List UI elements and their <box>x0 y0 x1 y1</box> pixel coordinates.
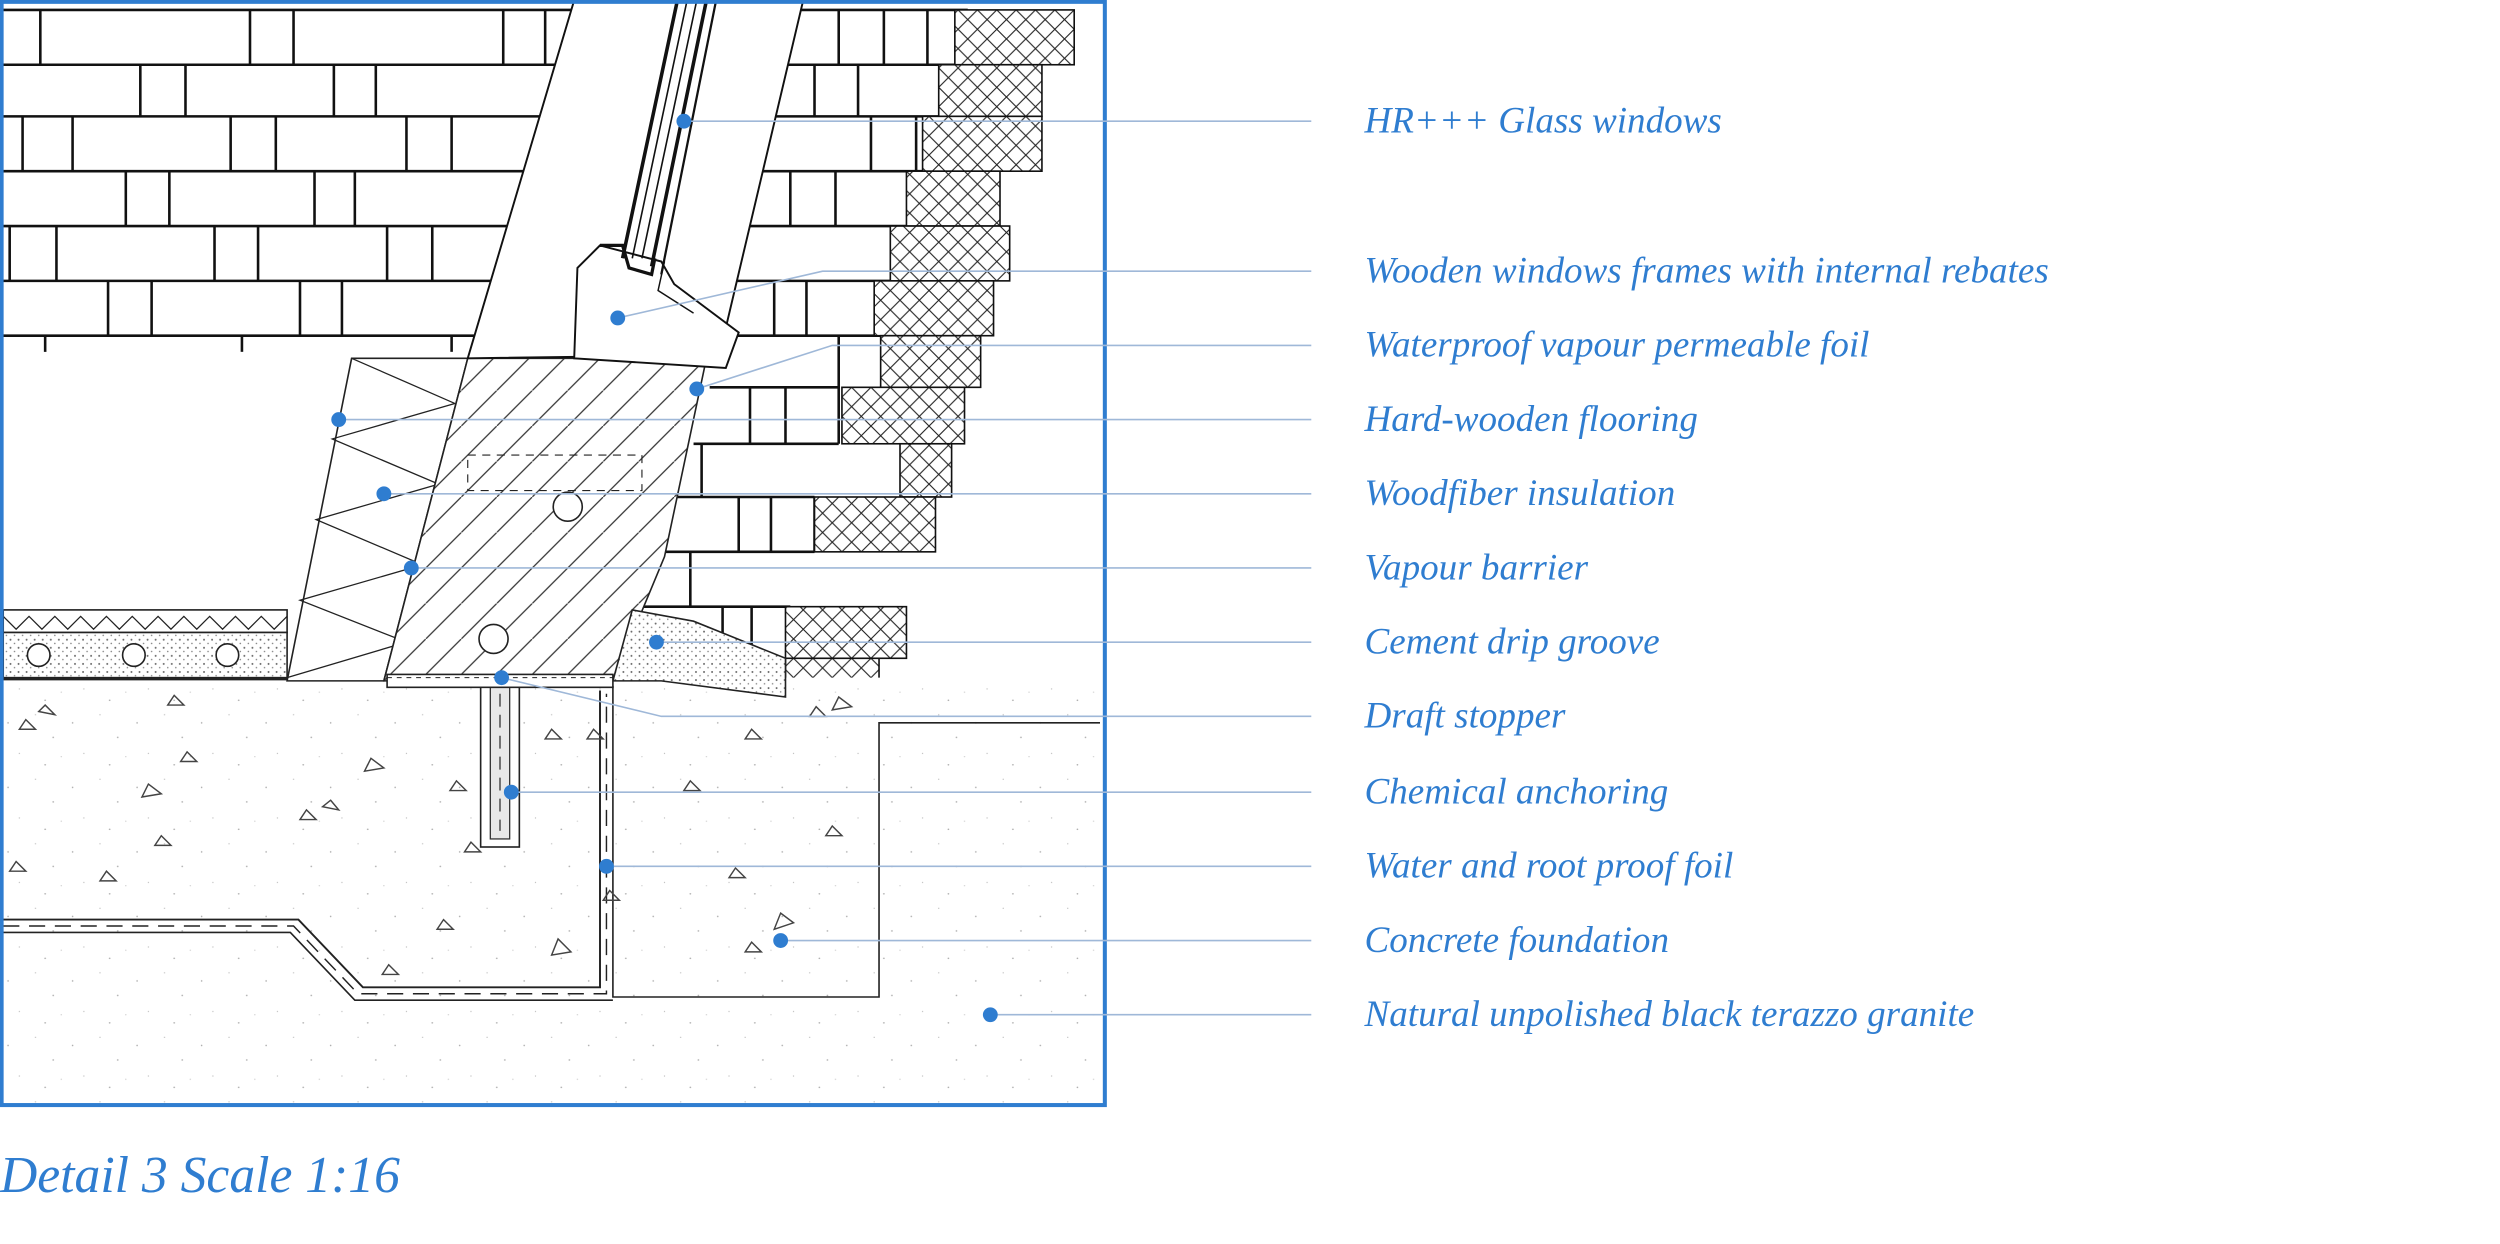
concrete-foundation <box>3 677 1104 1104</box>
detail-section-drawing <box>3 1 1104 1104</box>
callout-dot-insulation <box>376 486 392 502</box>
hatched-brick-edge <box>784 9 1075 724</box>
callout-label-foundation: Concrete foundation <box>1365 920 1669 961</box>
callout-dot-granite <box>982 1007 998 1023</box>
callout-label-anchor: Chemical anchoring <box>1365 771 1669 812</box>
callout-label-frames: Wooden windows frames with internal reba… <box>1365 250 2049 291</box>
callout-leaders <box>331 113 1312 1023</box>
callout-label-insulation: Woodfiber insulation <box>1365 473 1676 514</box>
callout-label-draft: Draft stopper <box>1364 696 1566 737</box>
callout-label-glass: HR+++ Glass windows <box>1364 100 1722 141</box>
leader-line-draft <box>501 676 1312 718</box>
callout-dot-glass <box>676 113 692 129</box>
detail-caption: Detail 3 Scale 1:16 <box>0 1147 400 1204</box>
callout-dot-draft <box>494 670 510 686</box>
callout-dot-drip <box>649 634 664 650</box>
callout-label-drip: Cement drip groove <box>1365 621 1660 662</box>
callout-dot-vapour <box>403 560 419 576</box>
callout-labels: HR+++ Glass windows Wooden windows frames… <box>1364 100 2049 1035</box>
callout-label-foil: Waterproof vapour permeable foil <box>1365 325 1870 366</box>
callout-label-granite: Natural unpolished black terazzo granite <box>1364 994 1975 1035</box>
glass-window <box>620 1 717 275</box>
callout-dot-flooring <box>331 412 347 427</box>
callout-dot-frames <box>610 310 626 326</box>
leader-line-frames <box>617 270 1312 319</box>
detail-frame <box>0 0 1107 1108</box>
timber-sill <box>382 357 708 682</box>
callout-label-rootfoil: Water and root proof foil <box>1365 846 1734 887</box>
callout-dot-anchor <box>503 784 519 800</box>
callout-dot-rootfoil <box>599 858 614 874</box>
window-reveal <box>466 1 804 369</box>
callout-label-vapour: Vapour barrier <box>1365 547 1589 588</box>
callout-label-flooring: Hard-wooden flooring <box>1364 399 1698 440</box>
callout-dot-foil <box>689 381 705 397</box>
leader-line-foil <box>696 344 1312 390</box>
brick-wall <box>3 8 968 654</box>
callout-dot-foundation <box>773 933 789 948</box>
